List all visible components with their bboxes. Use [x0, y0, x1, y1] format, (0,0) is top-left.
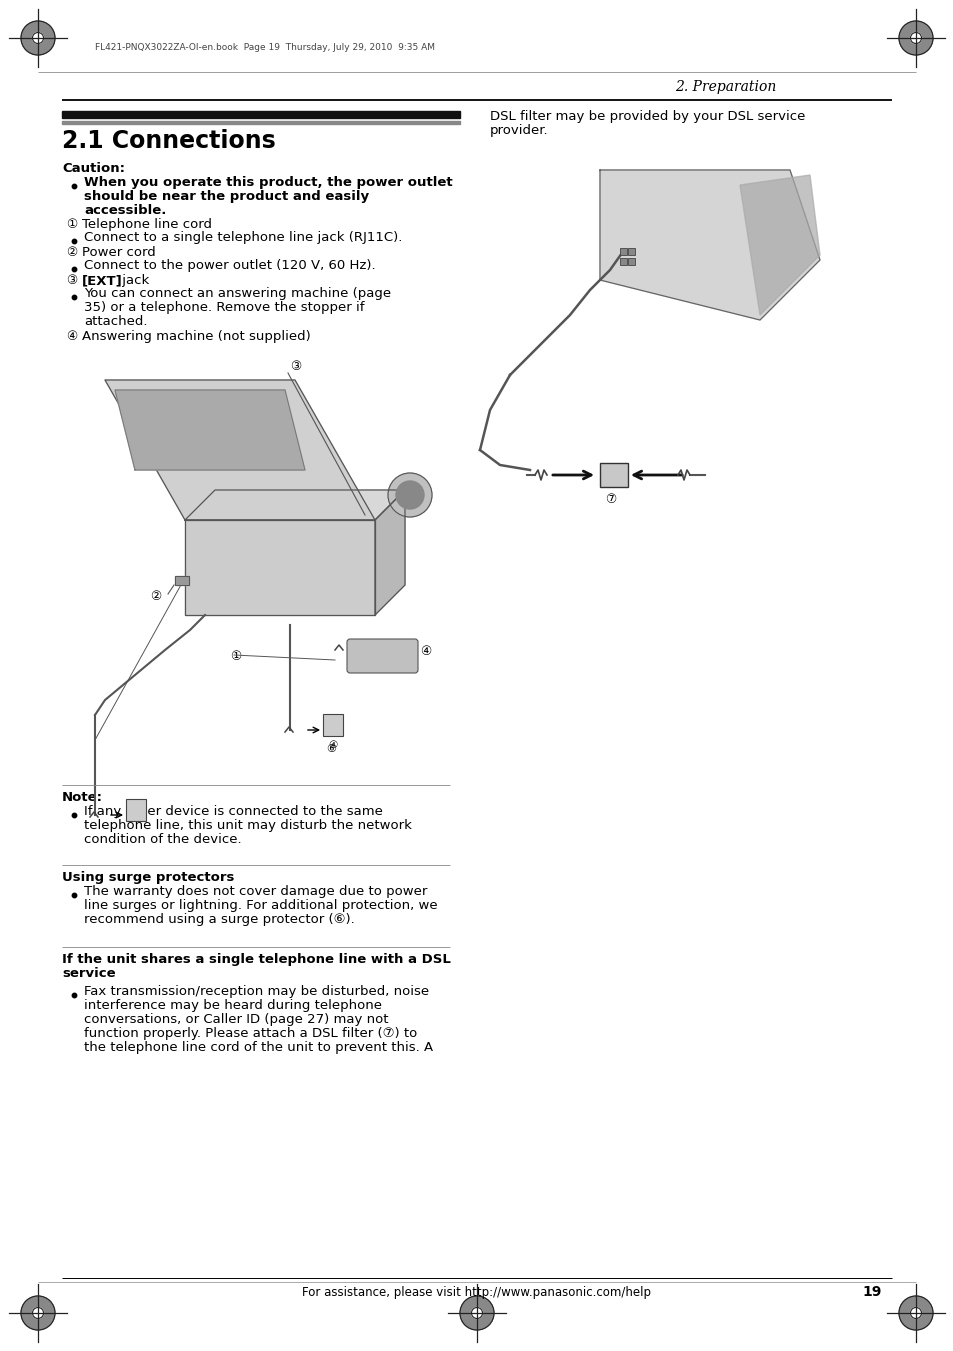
Text: ③: ③ — [290, 359, 301, 373]
Text: Telephone line cord: Telephone line cord — [82, 218, 212, 231]
Text: If the unit shares a single telephone line with a DSL: If the unit shares a single telephone li… — [62, 952, 451, 966]
Text: You can connect an answering machine (page: You can connect an answering machine (pa… — [84, 286, 391, 300]
Polygon shape — [185, 490, 405, 520]
Polygon shape — [740, 176, 820, 315]
Text: ①: ① — [66, 218, 77, 231]
Bar — [323, 713, 343, 736]
Circle shape — [909, 32, 921, 43]
Text: ②: ② — [150, 590, 161, 603]
Circle shape — [898, 22, 932, 55]
Text: accessible.: accessible. — [84, 204, 166, 218]
Text: Connect to the power outlet (120 V, 60 Hz).: Connect to the power outlet (120 V, 60 H… — [84, 259, 375, 272]
Text: ③: ③ — [66, 274, 77, 286]
Bar — [627, 249, 635, 255]
Text: ④: ④ — [66, 330, 77, 343]
Bar — [599, 463, 627, 486]
Text: ⑥: ⑥ — [326, 744, 335, 754]
Text: Fax transmission/reception may be disturbed, noise: Fax transmission/reception may be distur… — [84, 985, 429, 998]
Text: Answering machine (not supplied): Answering machine (not supplied) — [82, 330, 311, 343]
Text: Connect to a single telephone line jack (RJ11C).: Connect to a single telephone line jack … — [84, 231, 402, 245]
Text: 2. Preparation: 2. Preparation — [675, 80, 776, 95]
Bar — [627, 258, 635, 265]
Polygon shape — [375, 490, 405, 615]
FancyBboxPatch shape — [347, 639, 417, 673]
Text: should be near the product and easily: should be near the product and easily — [84, 190, 369, 203]
Text: When you operate this product, the power outlet: When you operate this product, the power… — [84, 176, 452, 189]
Circle shape — [395, 481, 423, 509]
Polygon shape — [105, 380, 375, 520]
Circle shape — [471, 1308, 482, 1319]
Bar — [174, 576, 189, 585]
Text: Power cord: Power cord — [82, 246, 155, 259]
Circle shape — [898, 1296, 932, 1329]
Text: For assistance, please visit http://www.panasonic.com/help: For assistance, please visit http://www.… — [302, 1286, 651, 1300]
Text: DSL filter may be provided by your DSL service: DSL filter may be provided by your DSL s… — [490, 109, 804, 123]
Circle shape — [909, 1308, 921, 1319]
Text: 2.1 Connections: 2.1 Connections — [62, 128, 275, 153]
Text: attached.: attached. — [84, 315, 148, 328]
Text: ②: ② — [66, 246, 77, 259]
Text: If any other device is connected to the same: If any other device is connected to the … — [84, 805, 382, 817]
Circle shape — [32, 32, 44, 43]
Polygon shape — [115, 390, 305, 470]
Bar — [174, 576, 189, 585]
Text: 35) or a telephone. Remove the stopper if: 35) or a telephone. Remove the stopper i… — [84, 301, 364, 313]
Text: The warranty does not cover damage due to power: The warranty does not cover damage due t… — [84, 885, 427, 898]
Text: the telephone line cord of the unit to prevent this. A: the telephone line cord of the unit to p… — [84, 1042, 433, 1054]
Text: function properly. Please attach a DSL filter (⑦) to: function properly. Please attach a DSL f… — [84, 1027, 416, 1040]
Text: ④: ④ — [328, 740, 337, 750]
Bar — [126, 798, 146, 821]
Text: 19: 19 — [862, 1285, 882, 1300]
Text: ①: ① — [230, 650, 241, 663]
Bar — [619, 249, 626, 255]
Circle shape — [21, 22, 55, 55]
Text: condition of the device.: condition of the device. — [84, 834, 241, 846]
Text: service: service — [62, 967, 115, 979]
Text: ⑦: ⑦ — [604, 493, 616, 507]
Text: Using surge protectors: Using surge protectors — [62, 871, 234, 884]
Text: telephone line, this unit may disturb the network: telephone line, this unit may disturb th… — [84, 819, 412, 832]
Text: FL421-PNQX3022ZA-OI-en.book  Page 19  Thursday, July 29, 2010  9:35 AM: FL421-PNQX3022ZA-OI-en.book Page 19 Thur… — [95, 43, 435, 53]
Circle shape — [21, 1296, 55, 1329]
Text: line surges or lightning. For additional protection, we: line surges or lightning. For additional… — [84, 898, 437, 912]
Text: interference may be heard during telephone: interference may be heard during telepho… — [84, 998, 381, 1012]
Text: provider.: provider. — [490, 124, 548, 136]
Circle shape — [32, 1308, 44, 1319]
Polygon shape — [599, 170, 820, 320]
Text: recommend using a surge protector (⑥).: recommend using a surge protector (⑥). — [84, 913, 355, 925]
Text: Note:: Note: — [62, 790, 103, 804]
Text: conversations, or Caller ID (page 27) may not: conversations, or Caller ID (page 27) ma… — [84, 1013, 388, 1025]
Bar — [62, 111, 459, 118]
Polygon shape — [185, 520, 375, 615]
Text: [EXT]: [EXT] — [82, 274, 123, 286]
Text: ④: ④ — [419, 644, 431, 658]
Text: jack: jack — [118, 274, 149, 286]
Circle shape — [459, 1296, 494, 1329]
Text: Caution:: Caution: — [62, 162, 125, 176]
Circle shape — [388, 473, 432, 517]
Bar — [619, 258, 626, 265]
Bar — [62, 122, 459, 124]
